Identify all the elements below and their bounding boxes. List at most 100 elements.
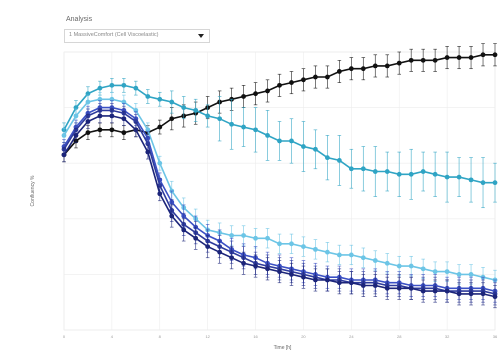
data-point — [277, 241, 282, 247]
x-tick-label: 20 — [301, 334, 306, 339]
data-point — [169, 116, 175, 122]
data-point — [181, 227, 187, 233]
data-point — [313, 246, 318, 252]
data-point — [468, 55, 474, 60]
data-point — [301, 274, 306, 280]
data-point — [265, 235, 270, 241]
x-axis-label: Time [h] — [274, 345, 292, 351]
data-point — [73, 133, 79, 138]
data-point — [229, 233, 235, 238]
data-point — [420, 288, 426, 294]
data-point — [133, 85, 139, 91]
data-point — [97, 127, 103, 133]
data-point — [193, 235, 199, 241]
data-point — [313, 146, 318, 152]
data-point — [360, 166, 366, 172]
data-point — [301, 244, 306, 250]
analysis-select-value: 1 MassiveComfort (Cell Viscoelastic) — [69, 32, 159, 38]
data-point — [109, 127, 115, 133]
data-point — [61, 133, 67, 138]
data-point — [205, 113, 211, 119]
data-point — [444, 288, 450, 294]
data-point — [85, 99, 91, 105]
data-point — [492, 294, 498, 300]
data-point — [277, 269, 282, 275]
data-point — [324, 277, 330, 283]
y-axis-label: Confluency % — [30, 175, 36, 206]
data-point — [265, 133, 270, 138]
x-tick-label: 36 — [493, 334, 498, 339]
data-point — [85, 130, 91, 136]
data-point — [157, 96, 163, 102]
data-point — [384, 260, 390, 266]
data-point — [253, 263, 258, 269]
data-point — [241, 260, 246, 266]
data-point — [253, 127, 258, 133]
data-point — [181, 105, 187, 110]
analysis-select[interactable]: 1 MassiveComfort (Cell Viscoelastic) — [64, 29, 210, 43]
data-point — [313, 74, 318, 80]
data-point — [372, 169, 378, 174]
data-point — [348, 280, 354, 286]
data-point — [336, 69, 342, 74]
data-point — [289, 138, 294, 144]
data-point — [324, 74, 330, 80]
x-tick-label: 24 — [349, 334, 354, 339]
data-point — [372, 63, 378, 69]
data-point — [408, 263, 414, 269]
data-point — [253, 91, 258, 97]
data-point — [157, 124, 163, 130]
data-point — [133, 127, 139, 133]
chevron-down-icon[interactable] — [198, 34, 204, 38]
data-point — [432, 171, 438, 177]
data-point — [336, 280, 342, 286]
data-point — [492, 180, 498, 186]
data-point — [229, 255, 235, 261]
data-point — [253, 235, 258, 241]
data-point — [61, 152, 67, 158]
data-point — [169, 213, 175, 219]
data-point — [468, 291, 474, 297]
analysis-label: Analysis — [66, 16, 93, 23]
data-point — [241, 233, 246, 238]
data-point — [109, 113, 115, 119]
data-point — [396, 171, 402, 177]
data-point — [396, 263, 402, 269]
data-point — [229, 121, 235, 127]
x-tick-label: 4 — [111, 334, 114, 339]
data-point — [396, 60, 402, 66]
data-point — [121, 82, 127, 88]
data-point — [348, 252, 354, 258]
data-point — [193, 107, 199, 113]
data-point — [217, 249, 223, 255]
data-point — [277, 138, 282, 144]
data-point — [456, 174, 462, 180]
x-tick-label: 32 — [445, 334, 450, 339]
data-point — [145, 149, 151, 155]
data-point — [360, 283, 366, 288]
data-point — [145, 94, 151, 99]
data-point — [157, 191, 163, 197]
x-tick-label: 0 — [63, 334, 66, 339]
data-point — [480, 52, 486, 58]
data-point — [420, 57, 426, 63]
x-tick-label: 16 — [253, 334, 258, 339]
data-point — [289, 241, 294, 247]
data-point — [336, 158, 342, 163]
data-point — [324, 155, 330, 161]
data-point — [97, 113, 103, 119]
data-point — [301, 77, 306, 83]
data-point — [121, 116, 127, 122]
data-point — [444, 55, 450, 60]
data-point — [157, 160, 163, 166]
data-point — [456, 291, 462, 297]
x-tick-label: 28 — [397, 334, 402, 339]
data-point — [432, 288, 438, 294]
data-point — [109, 82, 115, 88]
data-point — [444, 174, 450, 180]
data-point — [336, 252, 342, 258]
data-point — [324, 249, 330, 255]
data-point — [348, 66, 354, 72]
x-tick-label: 12 — [205, 334, 210, 339]
x-tick-label: 8 — [159, 334, 162, 339]
